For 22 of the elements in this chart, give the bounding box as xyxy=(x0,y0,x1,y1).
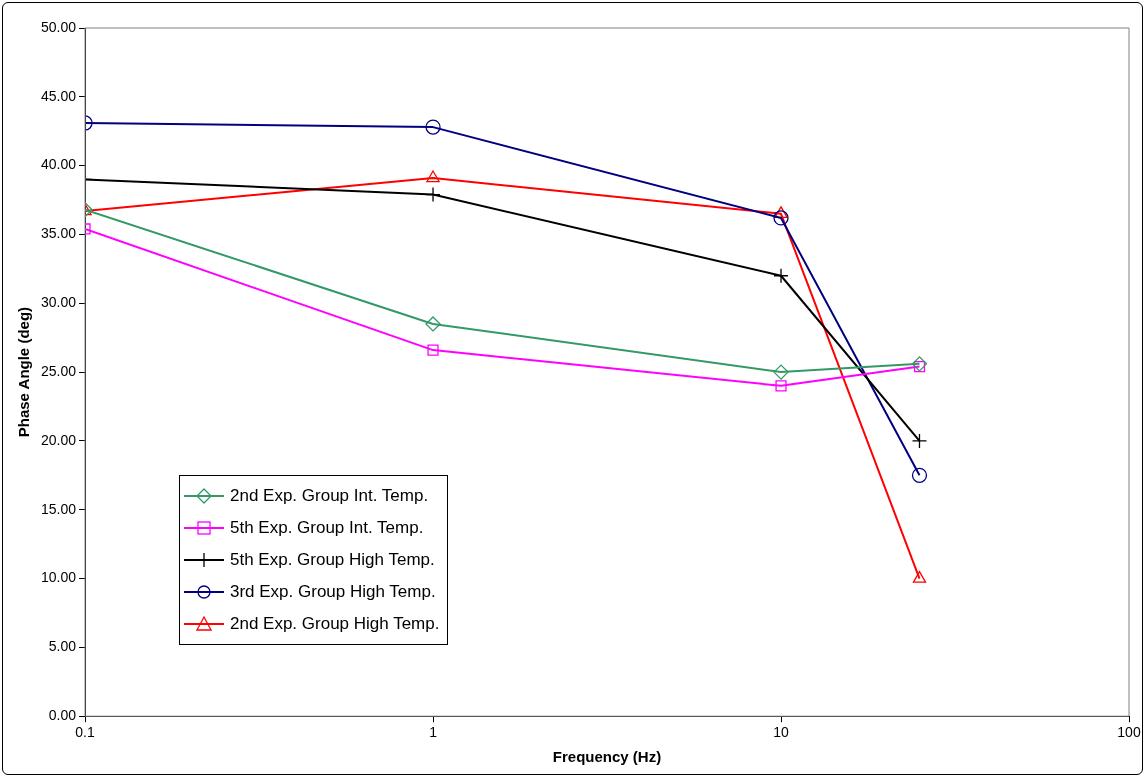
y-tick-label: 0.00 xyxy=(48,707,77,724)
y-tick-label: 5.00 xyxy=(48,638,77,655)
y-tick-label: 50.00 xyxy=(40,18,77,35)
y-tick-label: 40.00 xyxy=(40,156,77,173)
y-tick-label: 35.00 xyxy=(40,225,77,242)
x-tick-label: 100 xyxy=(1117,724,1141,741)
legend-label: 5th Exp. Group Int. Temp. xyxy=(229,518,424,539)
y-tick-label: 25.00 xyxy=(40,362,77,379)
legend-label: 3rd Exp. Group High Temp. xyxy=(229,582,436,603)
x-tick-label: 1 xyxy=(429,724,438,741)
y-tick-label: 30.00 xyxy=(40,294,77,311)
legend-label: 5th Exp. Group High Temp. xyxy=(229,550,435,571)
y-tick-label: 15.00 xyxy=(40,500,77,517)
y-tick-label: 20.00 xyxy=(40,431,77,448)
x-tick-label: 0.1 xyxy=(75,724,95,741)
y-tick-label: 45.00 xyxy=(40,87,77,104)
y-axis-title: Phase Angle (deg) xyxy=(15,306,33,438)
legend-label: 2nd Exp. Group Int. Temp. xyxy=(229,486,429,507)
legend-label: 2nd Exp. Group High Temp. xyxy=(229,614,440,635)
x-axis-title: Frequency (Hz) xyxy=(552,748,662,766)
y-tick-label: 10.00 xyxy=(40,569,77,586)
x-tick-label: 10 xyxy=(773,724,790,741)
